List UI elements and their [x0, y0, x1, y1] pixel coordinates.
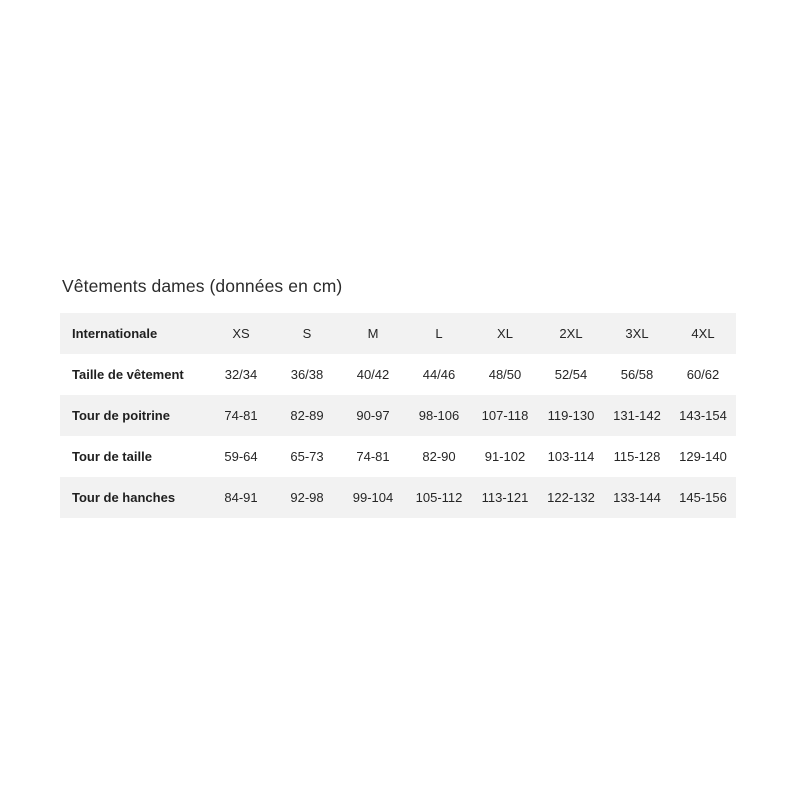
row-label-taille-de-vetement: Taille de vêtement — [72, 367, 184, 382]
cell-value: 65-73 — [290, 449, 324, 464]
cell-value: 99-104 — [352, 490, 394, 505]
column-header-s: S — [302, 326, 312, 341]
page-title: Vêtements dames (données en cm) — [62, 276, 343, 296]
cell-value: 60/62 — [686, 367, 720, 382]
table-header: Internationale XS S M L XL 2XL 3XL 4XL — [60, 313, 736, 354]
cell-value: 91-102 — [484, 449, 526, 464]
cell-value: 74-81 — [356, 449, 390, 464]
cell-value: 82-89 — [290, 408, 324, 423]
table-row: Tour de hanches 84-91 92-98 99-104 105-1… — [60, 477, 736, 518]
column-header-xs: XS — [232, 326, 250, 341]
table-body: Taille de vêtement 32/34 36/38 40/42 44/… — [60, 354, 736, 518]
cell-value: 92-98 — [290, 490, 324, 505]
cell-value: 113-121 — [481, 490, 529, 505]
cell-value: 52/54 — [554, 367, 588, 382]
column-header-m: M — [367, 326, 379, 341]
cell-value: 143-154 — [679, 408, 727, 423]
cell-value: 129-140 — [679, 449, 727, 464]
table-row: Tour de taille 59-64 65-73 74-81 82-90 9… — [60, 436, 736, 477]
cell-value: 115-128 — [613, 449, 661, 464]
table-row: Taille de vêtement 32/34 36/38 40/42 44/… — [60, 354, 736, 395]
column-header-internationale: Internationale — [72, 326, 158, 341]
table-header-row: Internationale XS S M L XL 2XL 3XL 4XL — [60, 313, 736, 354]
size-chart-block: Vêtements dames (données en cm) Internat… — [60, 276, 736, 518]
cell-value: 44/46 — [422, 367, 456, 382]
row-label-tour-de-poitrine: Tour de poitrine — [72, 408, 170, 423]
cell-value: 107-118 — [481, 408, 529, 423]
size-chart-table: Internationale XS S M L XL 2XL 3XL 4XL T… — [60, 313, 736, 518]
table-row: Tour de poitrine 74-81 82-89 90-97 98-10… — [60, 395, 736, 436]
cell-value: 40/42 — [356, 367, 390, 382]
cell-value: 84-91 — [224, 490, 258, 505]
cell-value: 119-130 — [547, 408, 595, 423]
cell-value: 56/58 — [620, 367, 654, 382]
column-header-3xl: 3XL — [625, 326, 649, 341]
cell-value: 48/50 — [488, 367, 522, 382]
cell-value: 145-156 — [679, 490, 727, 505]
row-label-tour-de-hanches: Tour de hanches — [72, 490, 176, 505]
cell-value: 98-106 — [418, 408, 460, 423]
cell-value: 133-144 — [613, 490, 661, 505]
cell-value: 59-64 — [224, 449, 258, 464]
column-header-4xl: 4XL — [691, 326, 715, 341]
cell-value: 74-81 — [224, 408, 258, 423]
cell-value: 36/38 — [290, 367, 324, 382]
cell-value: 82-90 — [422, 449, 456, 464]
cell-value: 105-112 — [415, 490, 463, 505]
row-label-tour-de-taille: Tour de taille — [72, 449, 152, 464]
column-header-xl: XL — [497, 326, 513, 341]
column-header-2xl: 2XL — [559, 326, 583, 341]
cell-value: 122-132 — [547, 490, 595, 505]
column-header-l: L — [435, 326, 443, 341]
cell-value: 32/34 — [224, 367, 258, 382]
cell-value: 103-114 — [547, 449, 595, 464]
cell-value: 131-142 — [613, 408, 661, 423]
cell-value: 90-97 — [356, 408, 390, 423]
